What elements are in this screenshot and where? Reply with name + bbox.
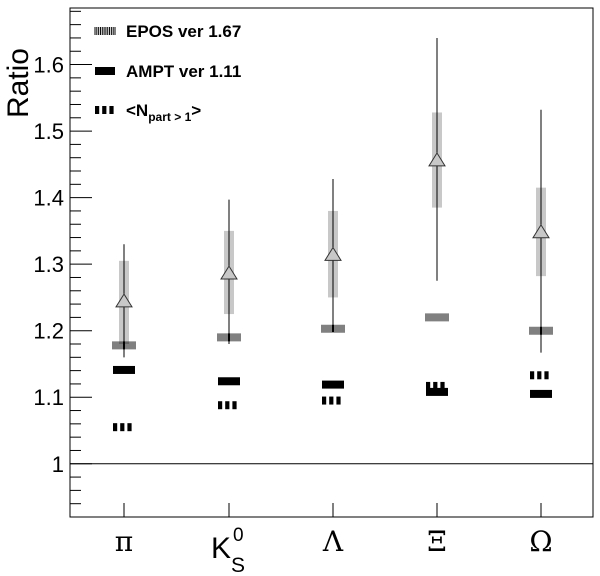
x-tick-label: K 0 S [211, 525, 245, 576]
legend-swatch [95, 106, 114, 114]
data-point-marker [220, 265, 238, 280]
ampt-marker [322, 380, 344, 389]
ampt-marker [426, 387, 448, 396]
y-tick-label: 1.6 [33, 53, 64, 78]
plot-border [69, 7, 594, 518]
npart-marker [218, 401, 237, 410]
y-tick-label: 1 [52, 452, 64, 477]
legend-npart: <Npart > 1> [95, 101, 201, 124]
legend-ampt: AMPT ver 1.11 [95, 62, 241, 81]
legend: EPOS ver 1.67 AMPT ver 1.11 <Npart > 1> [94, 22, 241, 124]
npart-marker [322, 396, 341, 405]
category-superscript: 0 [233, 525, 244, 546]
y-axis-label: Ratio [2, 48, 35, 118]
x-tick-label: Ξ [427, 525, 447, 558]
legend-swatch [95, 67, 115, 75]
legend-label: <Npart > 1> [126, 101, 201, 124]
npart-marker [530, 371, 549, 380]
category-subscript: S [231, 554, 245, 576]
legend-epos: EPOS ver 1.67 [94, 22, 241, 41]
category-symbol: Λ [322, 525, 344, 558]
category-symbol: π [115, 525, 133, 558]
epos-marker [112, 341, 136, 350]
category-symbol: Ξ [427, 525, 447, 558]
ampt-marker [113, 365, 135, 374]
data-point-marker [428, 152, 446, 167]
statistical-error-bars [123, 37, 542, 358]
model-markers [112, 313, 553, 432]
plot-frame: 1 1.1 1.2 1.3 1.4 1.5 1.6 π K 0 S Λ Ξ Ω [33, 7, 594, 576]
ampt-marker [530, 389, 552, 398]
x-tick-label: Λ [322, 525, 344, 558]
epos-marker [321, 324, 345, 333]
y-tick-label: 1.4 [33, 186, 64, 211]
data-point-marker [324, 246, 342, 261]
y-tick-label: 1.3 [33, 252, 64, 277]
y-tick-label: 1.5 [33, 119, 64, 144]
data-point-marker [115, 293, 133, 308]
npart-marker [426, 381, 445, 390]
category-symbol: Ω [529, 525, 552, 558]
epos-marker [425, 313, 449, 322]
y-tick-label: 1.1 [33, 385, 64, 410]
ampt-marker [218, 377, 240, 386]
category-symbol: K [211, 532, 231, 565]
epos-marker [529, 326, 553, 335]
data-point-marker [532, 223, 550, 239]
legend-label: EPOS ver 1.67 [126, 22, 241, 41]
epos-marker [217, 333, 241, 342]
npart-marker [113, 423, 132, 432]
y-tick-label: 1.2 [33, 319, 64, 344]
legend-swatch [94, 27, 116, 35]
x-tick-label: π [115, 525, 133, 558]
x-tick-label: Ω [529, 525, 552, 558]
legend-label: AMPT ver 1.11 [126, 62, 241, 81]
data-markers [115, 152, 550, 308]
